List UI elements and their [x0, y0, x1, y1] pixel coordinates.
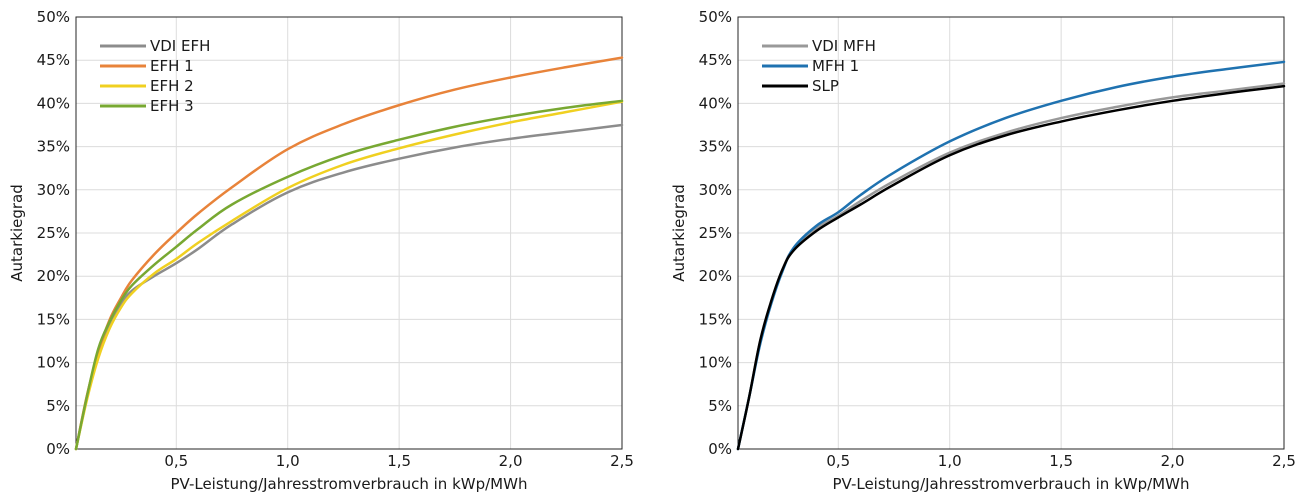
- legend-label: EFH 1: [150, 57, 194, 75]
- y-tick-label: 40%: [37, 94, 70, 112]
- x-tick-label: 0,5: [164, 452, 188, 470]
- y-tick-label: 10%: [699, 354, 732, 372]
- series-line-vdi-efh: [74, 123, 624, 451]
- series-line-mfh-1: [736, 60, 1286, 451]
- y-axis-title: Autarkiegrad: [670, 184, 688, 282]
- y-tick-label: 25%: [699, 224, 732, 242]
- left-chart-panel: 0% 5% 10% 15% 20% 25% 30% 35% 40% 45% 50% 0,5 1,0 1,5…: [8, 8, 634, 493]
- x-tick-label: 2,0: [1161, 452, 1185, 470]
- y-tick-label: 35%: [37, 138, 70, 156]
- y-tick-label: 45%: [37, 51, 70, 69]
- y-tick-label: 40%: [699, 94, 732, 112]
- y-tick-label: 50%: [37, 8, 70, 26]
- y-tick-label: 35%: [699, 138, 732, 156]
- x-tick-label: 1,5: [387, 452, 411, 470]
- y-tick-label: 45%: [699, 51, 732, 69]
- y-tick-label: 15%: [699, 310, 732, 328]
- legend-label: EFH 2: [150, 77, 194, 95]
- y-tick-label: 5%: [46, 397, 70, 415]
- y-tick-label: 30%: [37, 181, 70, 199]
- legend-label: SLP: [812, 77, 839, 95]
- y-tick-label: 30%: [699, 181, 732, 199]
- y-tick-label: 25%: [37, 224, 70, 242]
- y-axis-title: Autarkiegrad: [8, 184, 26, 282]
- x-axis-title: PV-Leistung/Jahresstromverbrauch in kWp/…: [833, 475, 1190, 493]
- series-line-vdi-mfh: [736, 82, 1286, 451]
- x-tick-label: 2,5: [610, 452, 634, 470]
- legend-label: VDI MFH: [812, 37, 876, 55]
- series-line-efh-3: [74, 99, 624, 451]
- x-tick-label: 2,5: [1272, 452, 1296, 470]
- y-tick-label: 0%: [46, 440, 70, 458]
- legend-label: MFH 1: [812, 57, 859, 75]
- plot-frame: [737, 16, 1285, 450]
- y-tick-label: 5%: [708, 397, 732, 415]
- y-tick-label: 15%: [37, 310, 70, 328]
- x-tick-label: 1,0: [276, 452, 300, 470]
- x-axis-title: PV-Leistung/Jahresstromverbrauch in kWp/…: [171, 475, 528, 493]
- x-tick-label: 2,0: [499, 452, 523, 470]
- x-tick-label: 1,0: [938, 452, 962, 470]
- x-tick-label: 1,5: [1049, 452, 1073, 470]
- plot-frame: [75, 16, 623, 450]
- y-tick-label: 10%: [37, 354, 70, 372]
- y-tick-label: 50%: [699, 8, 732, 26]
- y-tick-label: 20%: [37, 267, 70, 285]
- series-line-slp: [736, 84, 1286, 451]
- series-line-efh-2: [74, 100, 624, 451]
- right-chart-panel: 0% 5% 10% 15% 20% 25% 30% 35% 40% 45% 50% 0,5 1,0 1,5…: [670, 8, 1296, 493]
- legend-label: VDI EFH: [150, 37, 210, 55]
- legend-label: EFH 3: [150, 97, 194, 115]
- x-tick-label: 0,5: [826, 452, 850, 470]
- y-tick-label: 0%: [708, 440, 732, 458]
- y-tick-label: 20%: [699, 267, 732, 285]
